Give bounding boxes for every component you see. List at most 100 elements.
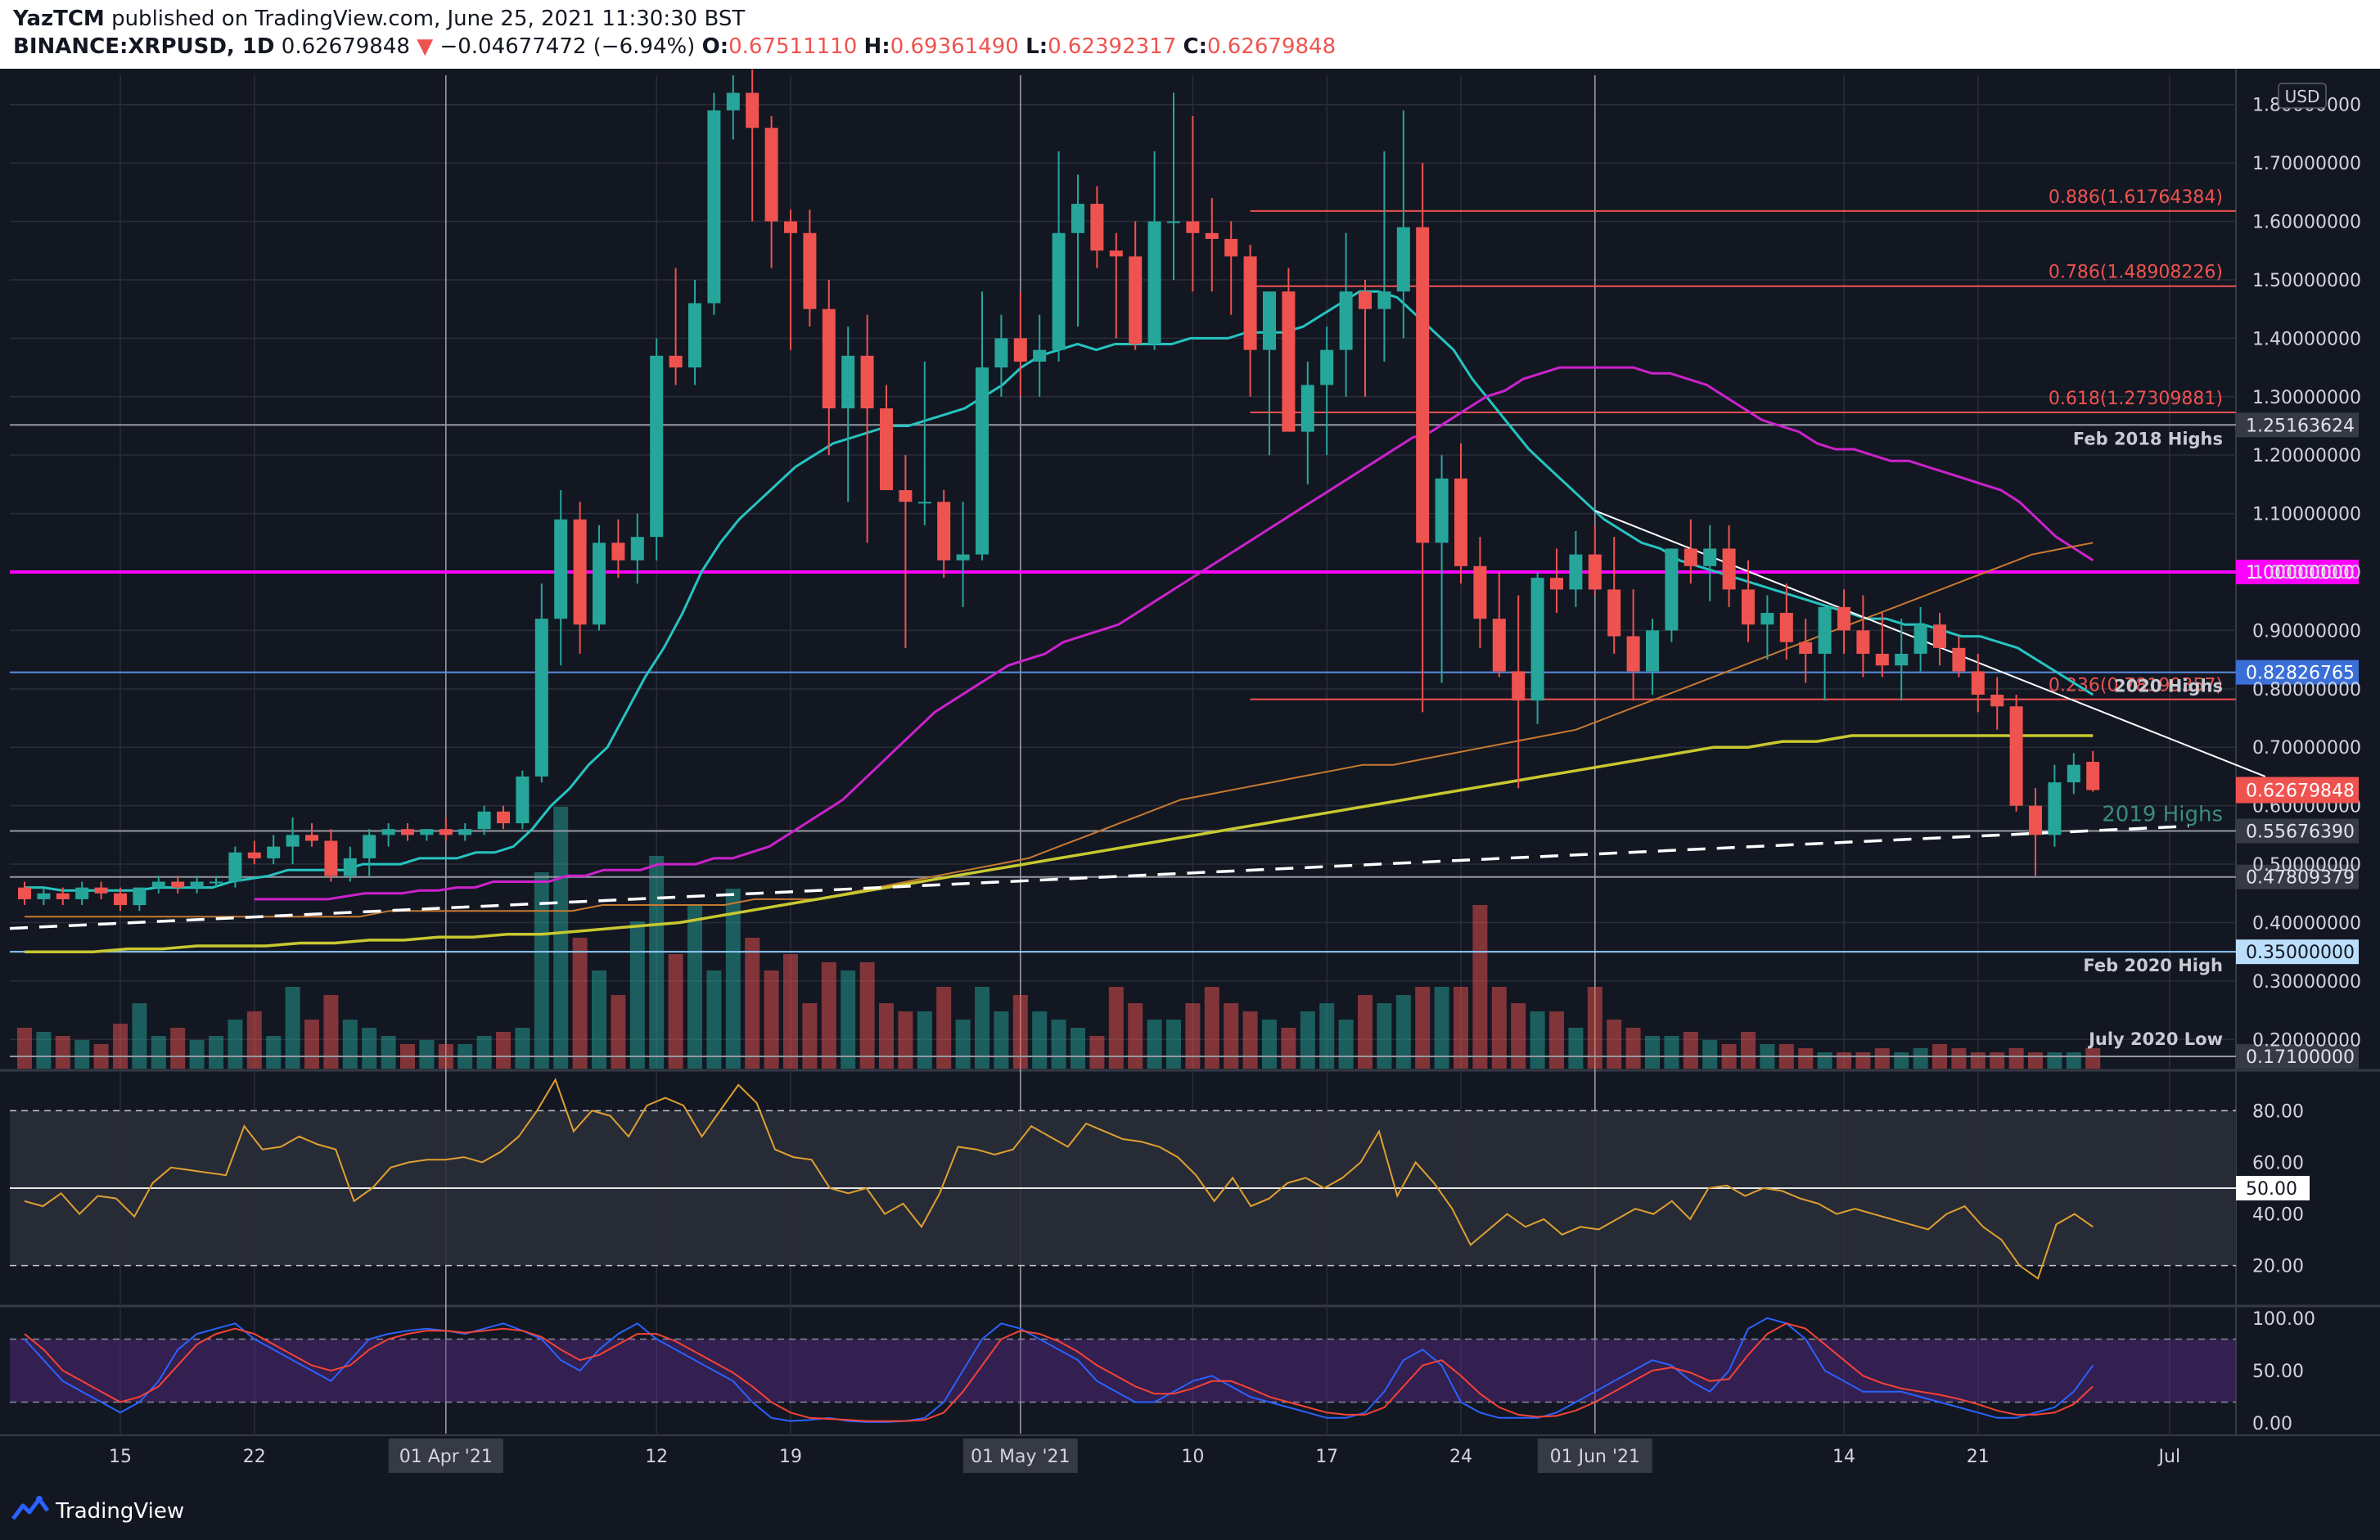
candle-body[interactable] (899, 490, 913, 502)
candlesticks[interactable] (18, 69, 2100, 912)
candle-body[interactable] (420, 829, 434, 835)
candle-body[interactable] (1377, 291, 1391, 309)
stoch-d-line[interactable] (24, 1322, 2094, 1422)
candle-body[interactable] (1990, 694, 2004, 707)
candle-body[interactable] (1129, 256, 1143, 344)
candle-body[interactable] (860, 355, 874, 409)
candle-body[interactable] (190, 881, 204, 888)
candle-body[interactable] (1243, 256, 1257, 350)
candle-body[interactable] (439, 829, 453, 835)
candle-body[interactable] (1013, 338, 1027, 362)
candle-body[interactable] (1569, 554, 1583, 590)
candle-body[interactable] (573, 519, 587, 625)
candle-body[interactable] (1818, 606, 1832, 654)
candle-body[interactable] (458, 829, 472, 835)
candle-body[interactable] (1300, 385, 1314, 432)
candle-body[interactable] (611, 543, 625, 561)
candle-body[interactable] (976, 367, 989, 555)
candle-body[interactable] (1722, 548, 1736, 590)
candle-body[interactable] (2009, 706, 2023, 806)
time-axis[interactable]: 15 22 01 Apr '21 12 19 01 May '21 10 17 24 01 Jun… (109, 1439, 2180, 1473)
candle-body[interactable] (956, 554, 970, 561)
candle-body[interactable] (267, 846, 281, 858)
candle-body[interactable] (726, 92, 740, 110)
author-name[interactable]: YazTCM (13, 7, 105, 31)
candle-body[interactable] (75, 887, 89, 899)
candle-body[interactable] (1856, 630, 1870, 654)
candle-body[interactable] (1435, 478, 1449, 543)
candle-body[interactable] (1952, 647, 1966, 672)
candle-body[interactable] (650, 355, 664, 538)
candle-body[interactable] (343, 858, 357, 876)
chart-area[interactable]: 0.886(1.61764384) 0.786(1.48908226) 0.618(… (0, 69, 2380, 1479)
candle-body[interactable] (1875, 653, 1889, 666)
candle-body[interactable] (18, 887, 31, 899)
candle-body[interactable] (1626, 636, 1640, 672)
candle-body[interactable] (381, 829, 395, 835)
candle-body[interactable] (1052, 232, 1066, 350)
candle-body[interactable] (1607, 589, 1621, 637)
candle-body[interactable] (363, 835, 376, 858)
candle-body[interactable] (1588, 554, 1602, 590)
candle-body[interactable] (1396, 227, 1410, 292)
candle-body[interactable] (1530, 578, 1544, 701)
candle-body[interactable] (1090, 204, 1104, 251)
candle-body[interactable] (94, 887, 108, 894)
candle-body[interactable] (133, 887, 146, 906)
candle-body[interactable] (37, 893, 51, 899)
candle-body[interactable] (1282, 291, 1296, 432)
candle-body[interactable] (1779, 612, 1793, 642)
candle-body[interactable] (1205, 232, 1219, 239)
candle-body[interactable] (2086, 762, 2100, 790)
candle-body[interactable] (286, 835, 300, 847)
candle-body[interactable] (1071, 204, 1084, 233)
candle-body[interactable] (880, 408, 893, 491)
candle-body[interactable] (1684, 548, 1697, 566)
support-trendline[interactable] (9, 824, 2189, 930)
candle-body[interactable] (593, 543, 606, 625)
candle-body[interactable] (1339, 291, 1353, 350)
candle-body[interactable] (1359, 291, 1372, 309)
candle-body[interactable] (1665, 548, 1679, 631)
candle-body[interactable] (497, 811, 510, 824)
candle-body[interactable] (1799, 642, 1813, 654)
currency-badge[interactable] (2278, 83, 2327, 109)
candle-body[interactable] (2048, 782, 2062, 835)
candle-body[interactable] (151, 881, 165, 888)
candle-body[interactable] (247, 852, 261, 858)
candle-body[interactable] (516, 776, 530, 824)
price-axis[interactable]: 0.20000000 0.30000000 0.40000000 0.50000000… (2236, 83, 2361, 1434)
candle-body[interactable] (1454, 478, 1467, 566)
ma-line-ema100[interactable] (25, 542, 2094, 918)
candle-body[interactable] (1760, 612, 1774, 625)
candle-body[interactable] (917, 502, 931, 504)
candle-body[interactable] (1109, 250, 1123, 257)
candle-body[interactable] (1167, 221, 1180, 223)
candle-body[interactable] (1147, 221, 1161, 344)
candle-body[interactable] (56, 893, 70, 899)
candle-body[interactable] (534, 619, 548, 777)
candle-body[interactable] (401, 829, 414, 835)
rsi-line[interactable] (24, 1078, 2094, 1280)
candle-body[interactable] (1913, 624, 1927, 654)
candle-body[interactable] (1703, 548, 1717, 566)
candle-body[interactable] (707, 110, 721, 304)
candle-body[interactable] (764, 128, 778, 222)
candle-body[interactable] (688, 303, 701, 368)
candle-body[interactable] (1512, 671, 1526, 701)
candle-body[interactable] (1837, 606, 1850, 631)
candle-body[interactable] (1473, 565, 1487, 619)
candle-body[interactable] (1550, 578, 1563, 590)
candle-body[interactable] (803, 232, 817, 309)
candle-body[interactable] (746, 92, 760, 128)
stoch-k-line[interactable] (24, 1317, 2094, 1423)
candle-body[interactable] (305, 835, 318, 841)
candle-body[interactable] (324, 840, 338, 876)
candle-body[interactable] (1492, 619, 1506, 672)
tradingview-brand[interactable]: TradingView (56, 1499, 185, 1524)
candle-body[interactable] (1033, 349, 1047, 362)
candle-body[interactable] (554, 519, 568, 619)
candle-body[interactable] (822, 308, 836, 409)
candle-body[interactable] (114, 893, 127, 906)
candle-body[interactable] (228, 852, 242, 882)
